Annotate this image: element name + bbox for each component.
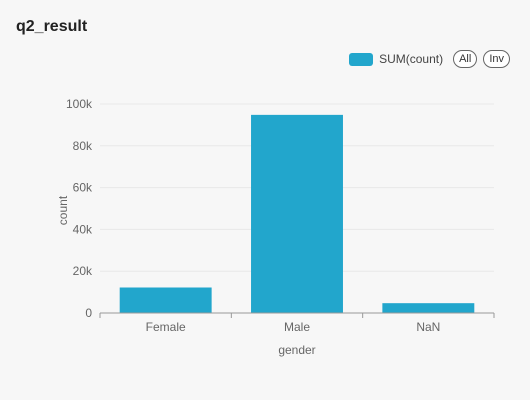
y-tick-label: 80k <box>73 139 93 153</box>
y-tick-label: 100k <box>66 97 93 111</box>
legend: SUM(count) All Inv <box>349 50 510 68</box>
legend-series-label[interactable]: SUM(count) <box>379 52 444 66</box>
legend-invert-button[interactable]: Inv <box>483 50 510 68</box>
bar-female[interactable] <box>119 287 212 313</box>
y-tick-label: 0 <box>85 306 92 320</box>
x-tick-label: Male <box>284 320 310 334</box>
x-axis-title: gender <box>278 343 315 357</box>
y-tick-label: 20k <box>73 264 93 278</box>
legend-swatch[interactable] <box>349 52 374 66</box>
legend-select-all-button[interactable]: All <box>453 50 478 68</box>
axes: 0 20k 40k 60k 80k 100k Female Male NaN <box>66 97 495 334</box>
chart-title: q2_result <box>16 18 88 35</box>
y-axis-title: count <box>56 195 70 225</box>
x-tick-label: Female <box>146 320 186 334</box>
x-tick-label: NaN <box>416 320 440 334</box>
bars <box>119 114 475 313</box>
y-tick-label: 40k <box>73 222 93 236</box>
y-tick-label: 60k <box>73 181 93 195</box>
bar-nan[interactable] <box>382 303 475 313</box>
bar-male[interactable] <box>251 114 343 313</box>
